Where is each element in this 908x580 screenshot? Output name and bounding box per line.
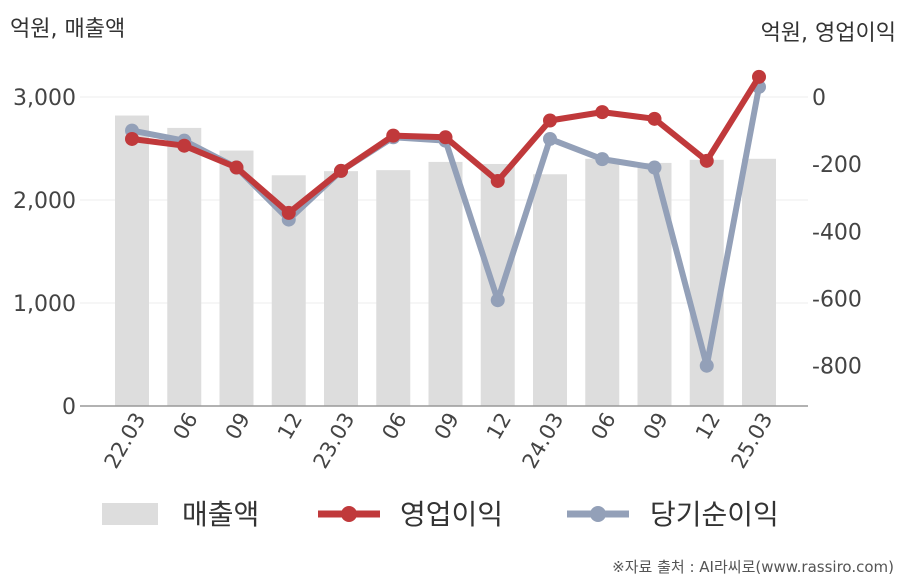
legend-marker-net-income	[590, 506, 606, 522]
net-income-point	[699, 358, 714, 373]
operating-profit-point	[125, 131, 139, 146]
operating-profit-point	[438, 130, 453, 145]
x-tick-label: 24.03	[517, 409, 568, 473]
operating-profit-point	[177, 138, 192, 153]
revenue-bar	[167, 127, 202, 407]
right-axis-label: 억원, 영업이익	[761, 21, 896, 46]
right-tick-label: -800	[812, 355, 862, 380]
net-income-point	[595, 152, 610, 167]
revenue-bar	[428, 161, 463, 406]
legend-label-revenue: 매출액	[182, 498, 259, 531]
x-tick-label: 09	[639, 409, 673, 444]
operating-profit-point	[647, 111, 662, 126]
revenue-bar	[480, 163, 515, 406]
operating-profit-point	[386, 128, 401, 143]
left-tick-label: 3,000	[13, 86, 76, 111]
legend-swatch-revenue	[102, 503, 158, 525]
revenue-bar	[324, 171, 358, 406]
x-axis-ticks: 22.03 06 09 12 23.03 06 09 12 24.03 06 09 12 25.03	[99, 409, 777, 473]
operating-profit-point	[752, 69, 766, 84]
x-tick-label: 23.03	[308, 409, 359, 473]
x-tick-label: 12	[691, 409, 725, 444]
x-tick-label: 25.03	[726, 409, 777, 473]
net-income-point	[490, 293, 505, 308]
left-tick-label: 2,000	[13, 189, 76, 214]
operating-profit-point	[490, 173, 505, 188]
net-income-point	[647, 160, 662, 175]
revenue-bar	[219, 150, 254, 406]
operating-profit-point	[334, 163, 348, 178]
revenue-bar	[637, 162, 672, 406]
left-tick-label: 0	[62, 395, 76, 420]
right-tick-label: -400	[812, 220, 862, 245]
right-tick-label: -600	[812, 288, 862, 313]
net-income-point	[543, 131, 557, 146]
left-axis-label: 억원, 매출액	[10, 17, 125, 42]
right-tick-label: -200	[812, 153, 862, 178]
operating-profit-point	[281, 205, 296, 220]
revenue-bar	[742, 158, 776, 406]
operating-profit-point	[229, 160, 244, 175]
x-tick-label: 12	[273, 409, 307, 444]
operating-profit-point	[543, 113, 557, 128]
x-tick-label: 09	[221, 409, 255, 444]
revenue-bar	[115, 115, 149, 406]
x-tick-label: 12	[482, 409, 516, 444]
legend-label-net-income: 당기순이익	[650, 498, 779, 531]
operating-profit-point	[595, 105, 610, 120]
x-tick-label: 22.03	[99, 409, 150, 473]
revenue-bar	[533, 174, 567, 406]
left-axis-ticks: 3,000 2,000 1,000 0	[13, 86, 76, 420]
legend-label-operating-profit: 영업이익	[400, 498, 503, 531]
source-note: ※자료 출처 : AI라씨로(www.rassiro.com)	[612, 558, 894, 576]
x-tick-label: 06	[377, 409, 411, 444]
left-tick-label: 1,000	[13, 292, 76, 317]
x-tick-label: 09	[430, 409, 464, 444]
x-tick-label: 06	[168, 409, 202, 444]
operating-profit-point	[699, 153, 714, 168]
right-axis-ticks: 0 -200 -400 -600 -800	[812, 86, 862, 380]
legend-marker-operating-profit	[341, 506, 357, 522]
legend: 매출액 영업이익 당기순이익	[102, 498, 779, 531]
line-series	[125, 69, 766, 373]
revenue-bar	[585, 158, 620, 406]
revenue-bar	[376, 170, 411, 406]
right-tick-label: 0	[812, 86, 826, 111]
x-tick-label: 06	[586, 409, 620, 444]
